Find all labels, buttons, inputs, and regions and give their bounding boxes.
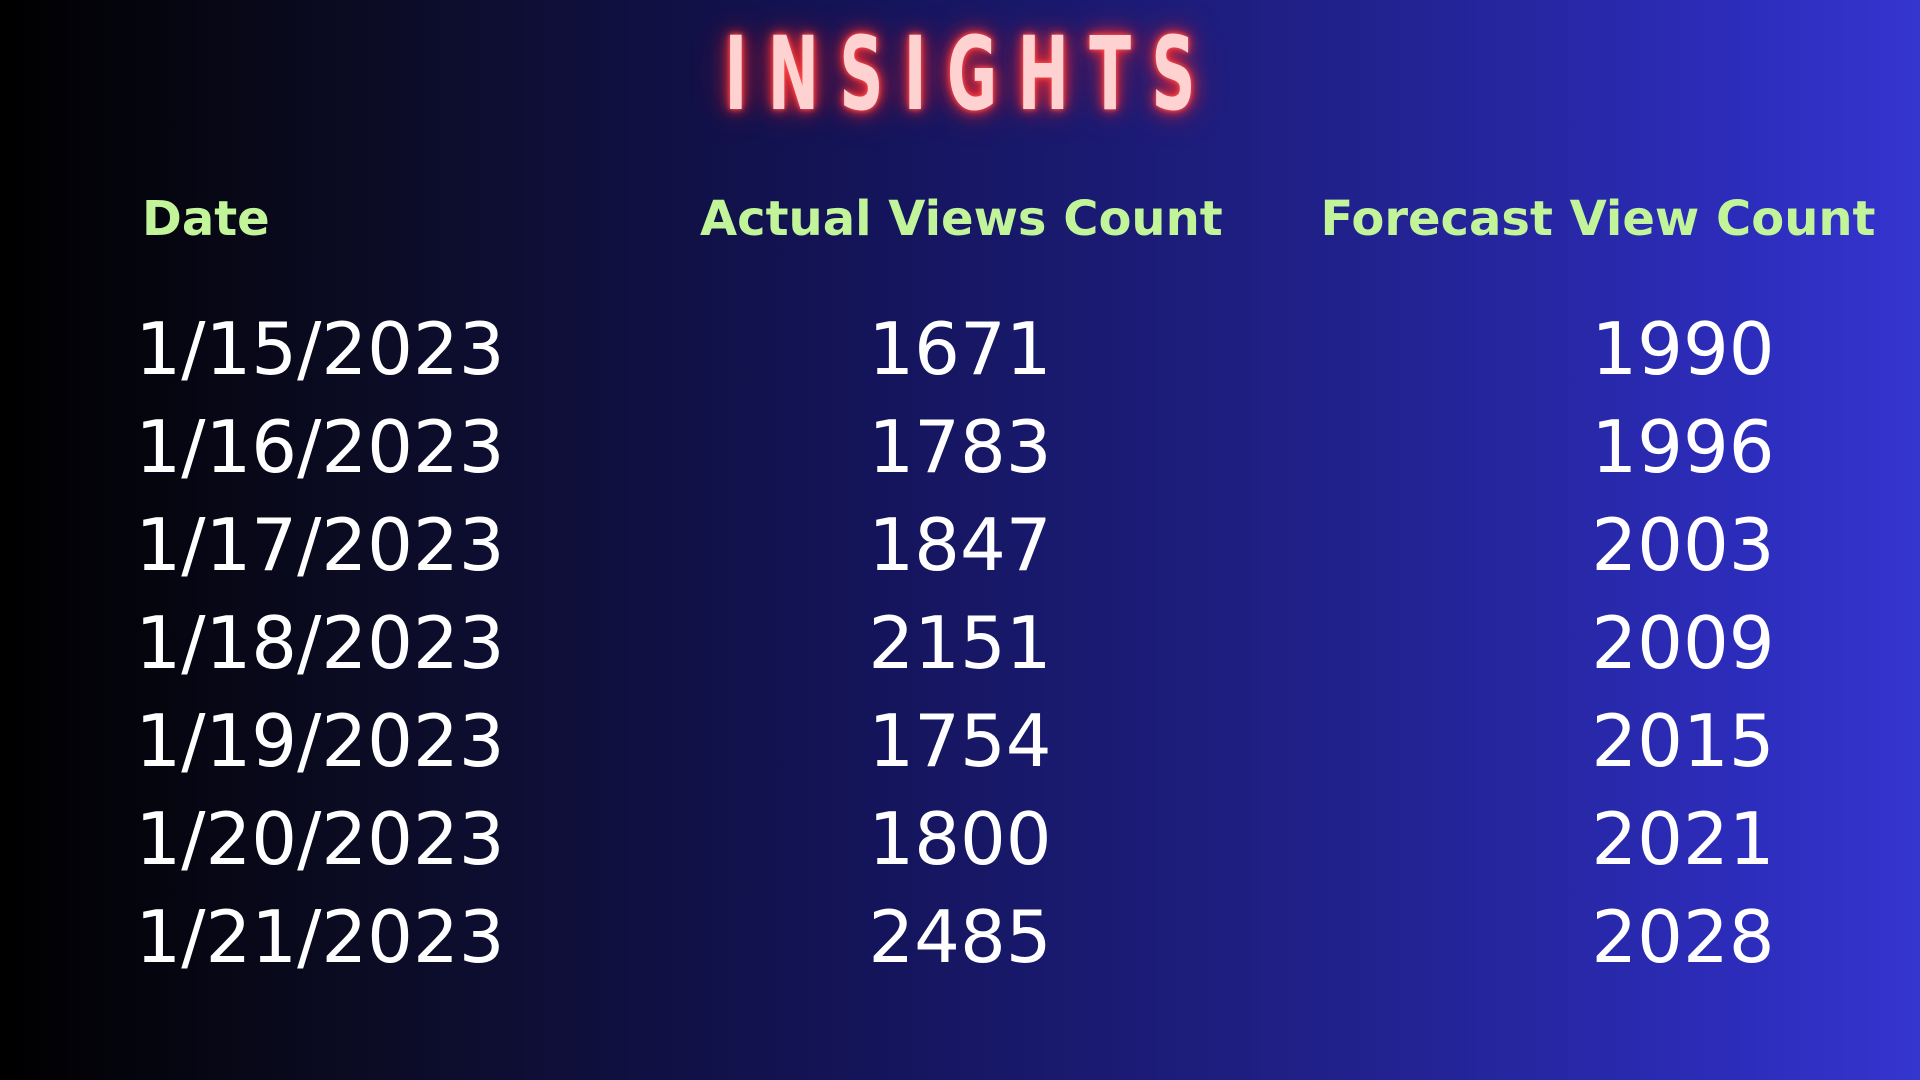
cell-forecast-views: 2003 (1591, 503, 1775, 587)
cell-date: 1/18/2023 (135, 601, 505, 685)
cell-date: 1/19/2023 (135, 699, 505, 783)
cell-actual-views: 1783 (868, 405, 1052, 489)
data-table: 1/15/2023 1671 1990 1/16/2023 1783 1996 … (0, 300, 1920, 986)
cell-forecast-views: 2028 (1591, 895, 1775, 979)
table-row: 1/17/2023 1847 2003 (0, 496, 1920, 594)
cell-actual-views: 1847 (868, 503, 1052, 587)
cell-actual-views: 2485 (868, 895, 1052, 979)
cell-forecast-views: 1996 (1591, 405, 1775, 489)
cell-date: 1/21/2023 (135, 895, 505, 979)
table-row: 1/20/2023 1800 2021 (0, 790, 1920, 888)
cell-forecast-views: 2021 (1591, 797, 1775, 881)
cell-actual-views: 1800 (868, 797, 1052, 881)
cell-forecast-views: 2009 (1591, 601, 1775, 685)
cell-date: 1/16/2023 (135, 405, 505, 489)
table-row: 1/15/2023 1671 1990 (0, 300, 1920, 398)
cell-date: 1/20/2023 (135, 797, 505, 881)
column-header-actual-views: Actual Views Count (700, 191, 1223, 247)
cell-date: 1/17/2023 (135, 503, 505, 587)
cell-forecast-views: 1990 (1591, 307, 1775, 391)
page-title: INSIGHTS (724, 15, 1216, 134)
cell-actual-views: 1671 (868, 307, 1052, 391)
table-row: 1/18/2023 2151 2009 (0, 594, 1920, 692)
cell-actual-views: 1754 (868, 699, 1052, 783)
cell-forecast-views: 2015 (1591, 699, 1775, 783)
column-header-forecast-views: Forecast View Count (1320, 191, 1876, 247)
table-row: 1/16/2023 1783 1996 (0, 398, 1920, 496)
column-header-date: Date (142, 191, 270, 247)
table-row: 1/19/2023 1754 2015 (0, 692, 1920, 790)
table-row: 1/21/2023 2485 2028 (0, 888, 1920, 986)
cell-date: 1/15/2023 (135, 307, 505, 391)
cell-actual-views: 2151 (868, 601, 1052, 685)
